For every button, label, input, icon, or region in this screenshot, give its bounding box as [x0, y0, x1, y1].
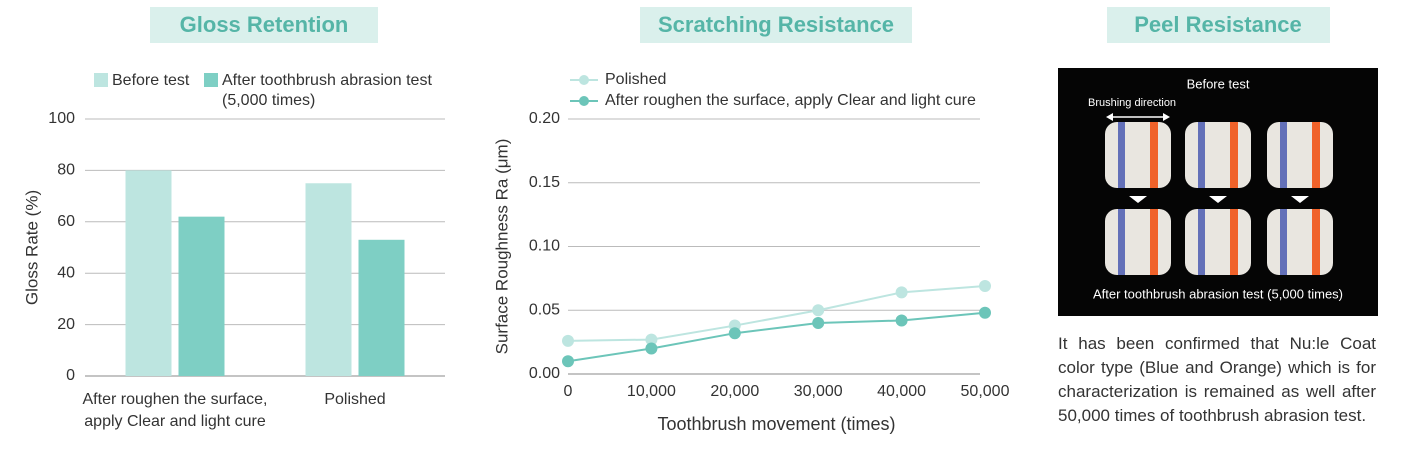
x-tick-label: 10,000 — [627, 383, 676, 400]
point — [562, 334, 574, 347]
legend-swatch — [94, 73, 108, 87]
x-tick-label: 0 — [564, 383, 573, 400]
sample — [1185, 209, 1251, 275]
stripe-blue — [1198, 122, 1205, 188]
y-tick-label: 0.00 — [529, 365, 560, 382]
sample — [1105, 209, 1171, 275]
point — [562, 355, 574, 368]
banner — [640, 7, 912, 43]
y-tick-label: 0.20 — [529, 110, 560, 127]
stripe-blue — [1280, 122, 1287, 188]
y-tick-label: 60 — [57, 213, 75, 230]
x-tick-label: 40,000 — [877, 383, 926, 400]
stripe-blue — [1280, 209, 1287, 275]
stripe-orange — [1230, 122, 1238, 188]
stripe-orange — [1150, 209, 1158, 275]
stripe-orange — [1312, 209, 1320, 275]
x-tick-label: Polished — [324, 391, 385, 408]
direction-arrow — [1106, 113, 1170, 121]
photo-label: After toothbrush abrasion test (5,000 ti… — [1093, 286, 1343, 301]
y-axis-label: Gloss Rate (%) — [22, 190, 41, 305]
stripe-orange — [1230, 209, 1238, 275]
stripe-orange — [1150, 122, 1158, 188]
legend-label: After roughen the surface, apply Clear a… — [605, 92, 976, 109]
arrow-down — [1209, 196, 1227, 203]
point — [979, 280, 991, 293]
panel-title: Peel Resistance — [1134, 12, 1302, 37]
sample — [1267, 122, 1333, 188]
y-tick-label: 0.10 — [529, 238, 560, 255]
stripe-blue — [1118, 122, 1125, 188]
legend-swatch — [204, 73, 218, 87]
arrow-down — [1129, 196, 1147, 203]
legend-label: Polished — [605, 71, 666, 88]
line — [567, 311, 986, 363]
bar — [305, 183, 352, 376]
sample — [1267, 209, 1333, 275]
chart-title: Scratching Resistance — [658, 12, 894, 37]
arrow-down — [1291, 196, 1309, 203]
y-tick-label: 80 — [57, 162, 75, 179]
point — [812, 304, 825, 317]
point — [645, 333, 658, 346]
y-tick-label: 40 — [57, 264, 75, 281]
banner — [1107, 7, 1330, 43]
banner — [150, 7, 378, 43]
sample — [1185, 122, 1251, 188]
point — [728, 327, 741, 340]
sample — [1105, 122, 1171, 188]
y-axis-label: Surface Roughness Ra (μm) — [492, 139, 511, 355]
y-tick-label: 0.15 — [529, 174, 560, 191]
stripe-orange — [1312, 122, 1320, 188]
samples — [1105, 122, 1333, 275]
y-tick-label: 20 — [57, 316, 75, 333]
bar — [125, 170, 172, 376]
photo-label: Before test — [1187, 76, 1250, 91]
legend-label: Before test — [112, 72, 190, 89]
legend-label: After toothbrush abrasion test (5,000 tim… — [222, 72, 432, 109]
bar — [358, 239, 405, 376]
x-axis-label: Toothbrush movement (times) — [657, 414, 895, 434]
point — [812, 317, 825, 329]
x-tick-label: 20,000 — [710, 383, 759, 400]
y-tick-label: 0.05 — [529, 301, 560, 318]
bar — [178, 216, 225, 376]
chart-title: Gloss Retention — [180, 12, 349, 37]
y-tick-label: 0 — [66, 367, 75, 384]
legend-marker — [579, 96, 589, 106]
legend-marker — [579, 75, 589, 85]
point — [895, 286, 908, 299]
x-tick-label: After roughen the surface, apply Clear an… — [83, 391, 268, 430]
y-tick-label: 100 — [48, 110, 75, 127]
point — [979, 306, 991, 319]
line — [567, 285, 986, 342]
x-tick-label: 30,000 — [794, 383, 843, 400]
photo-label: Brushing direction — [1088, 97, 1176, 109]
point — [895, 314, 908, 327]
x-tick-label: 50,000 — [961, 383, 1010, 400]
stripe-blue — [1118, 209, 1125, 275]
stripe-blue — [1198, 209, 1205, 275]
description: It has been confirmed that Nu:le Coat co… — [1058, 334, 1376, 425]
point — [645, 342, 658, 355]
